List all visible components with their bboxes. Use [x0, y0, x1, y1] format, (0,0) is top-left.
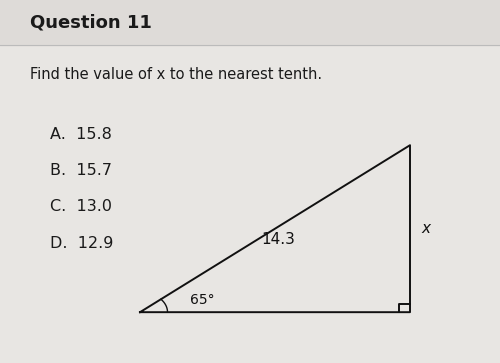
Text: 14.3: 14.3	[261, 232, 295, 247]
Text: B.  15.7: B. 15.7	[50, 163, 112, 178]
Text: Find the value of x to the nearest tenth.: Find the value of x to the nearest tenth…	[30, 67, 322, 82]
Text: Question 11: Question 11	[30, 14, 152, 32]
Text: D.  12.9: D. 12.9	[50, 236, 114, 251]
Bar	[0, 0, 500, 45]
Text: C.  13.0: C. 13.0	[50, 199, 112, 215]
Text: A.  15.8: A. 15.8	[50, 127, 112, 142]
Text: 65°: 65°	[190, 293, 214, 307]
Text: x: x	[421, 221, 430, 236]
